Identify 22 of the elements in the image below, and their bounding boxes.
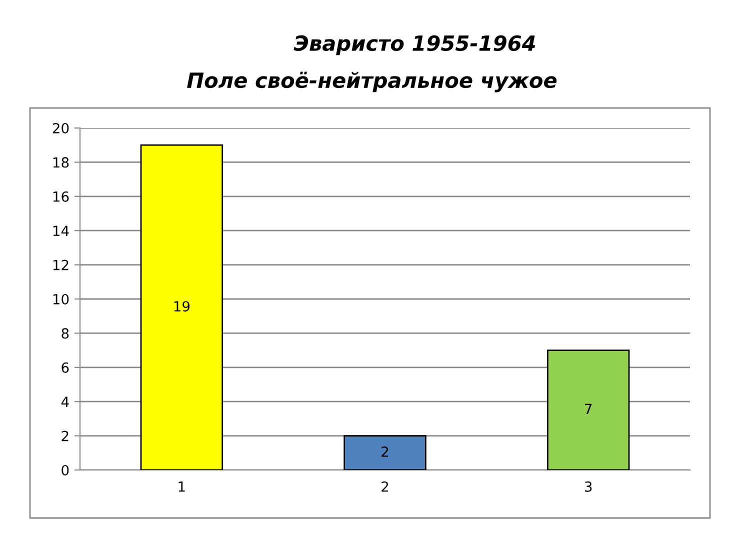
x-tick-label: 3: [584, 481, 592, 492]
data-label: 2: [382, 446, 388, 457]
bar: [344, 435, 426, 470]
y-tick-label: 4: [61, 396, 69, 407]
y-tick-label: 18: [53, 157, 69, 168]
y-tick-label: 8: [62, 328, 69, 339]
bar: [140, 144, 224, 470]
y-tick-label: 10: [53, 294, 69, 304]
y-tick-label: 12: [53, 260, 68, 270]
y-tick-label: 6: [62, 362, 69, 373]
y-tick-label: 2: [62, 430, 68, 442]
bar: [546, 350, 630, 470]
y-tick-label: 14: [53, 226, 69, 236]
y-tick-label: 20: [52, 122, 69, 134]
data-label: 7: [585, 404, 592, 414]
x-tick-label: 2: [382, 481, 388, 492]
chart-title: Эваристо 1955-1964: [294, 35, 536, 56]
data-label: 19: [174, 301, 190, 312]
y-tick-label: 16: [53, 191, 69, 202]
x-tick-label: 1: [178, 482, 185, 492]
chart-subtitle: Поле своё-нейтральное чужое: [187, 72, 557, 92]
y-tick-label: 0: [62, 464, 69, 476]
